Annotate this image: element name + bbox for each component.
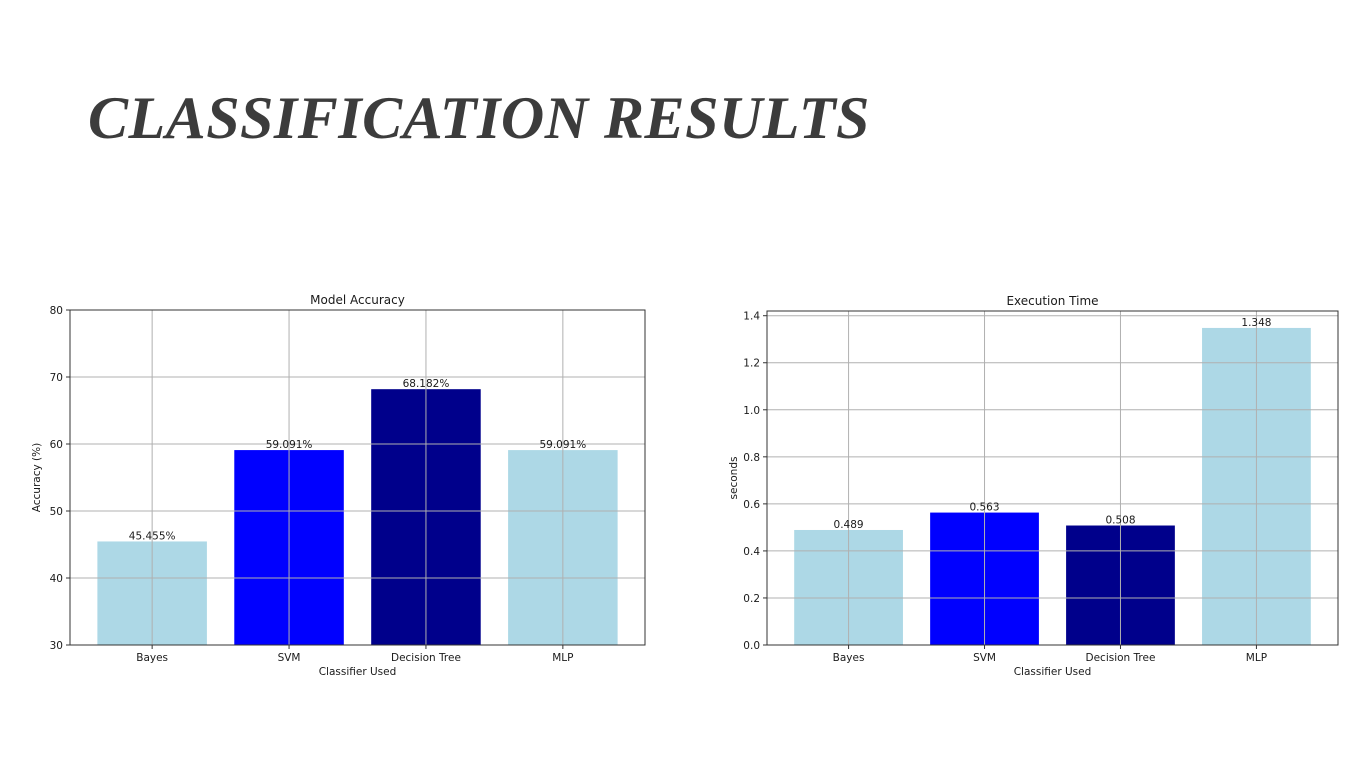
accuracy-title: Model Accuracy: [310, 293, 405, 307]
accuracy-xtick-label: MLP: [552, 652, 573, 664]
accuracy-xlabel: Classifier Used: [319, 666, 397, 678]
exec-time-xtick-label: SVM: [973, 652, 996, 664]
exec-time-ytick-label: 1.4: [743, 311, 760, 323]
accuracy-xtick-label: SVM: [278, 652, 301, 664]
exec-time-ytick-label: 0.4: [743, 546, 760, 558]
accuracy-ytick-label: 50: [50, 506, 63, 518]
exec-time-xtick-label: MLP: [1246, 652, 1267, 664]
accuracy-ytick-label: 40: [50, 573, 63, 585]
exec-time-ytick-label: 0.2: [743, 593, 760, 605]
exec-time-ytick-label: 0.0: [743, 640, 760, 652]
accuracy-ytick-label: 70: [50, 372, 63, 384]
exec-time-ytick-label: 1.0: [743, 405, 760, 417]
exec-time-axes-frame: [766, 310, 1339, 646]
accuracy-ylabel: Accuracy (%): [31, 443, 43, 512]
exec-time-xlabel: Classifier Used: [1014, 666, 1092, 678]
accuracy-value-label: 68.182%: [403, 378, 450, 390]
exec-time-value-label: 0.563: [969, 502, 999, 514]
exec-time-value-label: 0.508: [1105, 515, 1135, 527]
exec-time-title: Execution Time: [1006, 294, 1098, 308]
exec-time-value-label: 1.348: [1241, 317, 1271, 329]
slide-title: CLASSIFICATION RESULTS: [88, 85, 870, 151]
exec-time-xtick-label: Decision Tree: [1086, 652, 1156, 664]
accuracy-xtick-label: Decision Tree: [391, 652, 461, 664]
exec-time-ytick-label: 0.6: [743, 499, 760, 511]
accuracy-ytick-label: 30: [50, 640, 63, 652]
exec-time-xtick-label: Bayes: [833, 652, 865, 664]
accuracy-value-label: 45.455%: [129, 530, 176, 542]
accuracy-value-label: 59.091%: [266, 439, 313, 451]
accuracy-axes-frame: [69, 309, 646, 646]
accuracy-ytick-label: 60: [50, 439, 63, 451]
accuracy-xtick-label: Bayes: [136, 652, 168, 664]
exec-time-value-label: 0.489: [834, 519, 864, 531]
accuracy-ytick-label: 80: [50, 305, 63, 317]
exec-time-ytick-label: 1.2: [743, 358, 760, 370]
exec-time-ylabel: seconds: [728, 457, 740, 500]
accuracy-value-label: 59.091%: [539, 439, 586, 451]
exec-time-ytick-label: 0.8: [743, 452, 760, 464]
